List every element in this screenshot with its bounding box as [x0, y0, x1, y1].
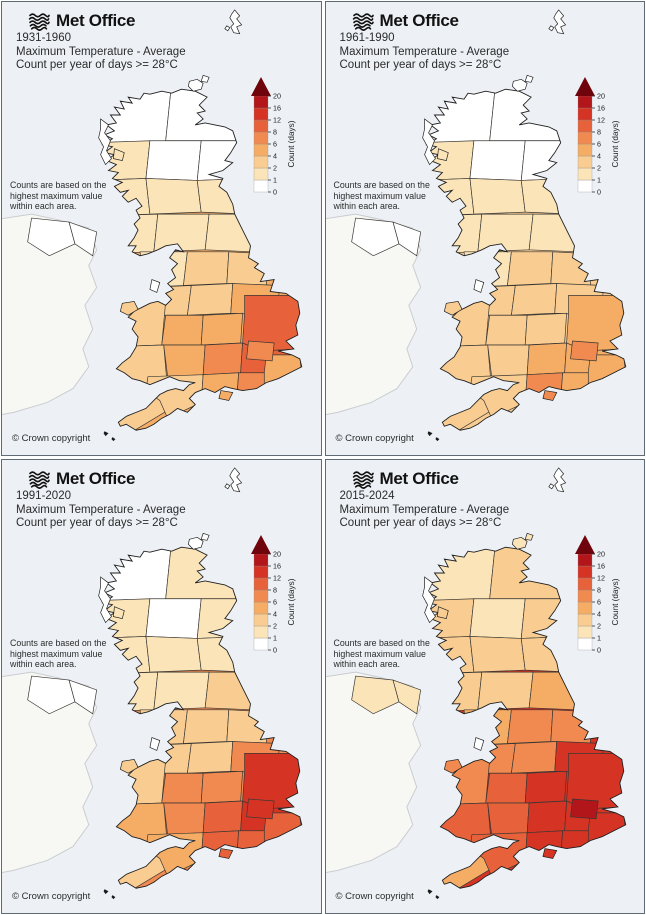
map-panel-2: Met Office 1961-1990 Maximum Temperature…: [324, 1, 645, 456]
met-office-logo-text: Met Office: [379, 11, 459, 30]
svg-text:0: 0: [273, 188, 277, 197]
svg-text:16: 16: [597, 104, 605, 113]
panel-title-block: 1961-1990 Maximum Temperature - Average …: [340, 32, 510, 73]
period-label: 1931-1960: [16, 32, 71, 44]
met-office-logo: Met Office: [352, 469, 459, 489]
title-line: Count per year of days >= 28°C: [339, 517, 502, 529]
panel-title-block: 1931-1960 Maximum Temperature - Average …: [16, 32, 186, 73]
map-panel-4: Met Office 2015-2024 Maximum Temperature…: [324, 459, 645, 914]
met-office-logo-text: Met Office: [379, 469, 459, 488]
uk-choropleth-map: [325, 9, 626, 442]
svg-text:8: 8: [597, 128, 601, 137]
copyright-label: © Crown copyright: [12, 891, 91, 902]
met-office-waves-icon: [352, 12, 374, 31]
svg-text:8: 8: [597, 586, 601, 595]
svg-text:1: 1: [273, 176, 277, 185]
svg-text:16: 16: [273, 104, 281, 113]
met-office-logo-text: Met Office: [56, 11, 136, 30]
method-note: Counts are based on the highest maximum …: [10, 638, 107, 669]
copyright-label: © Crown copyright: [335, 891, 414, 902]
svg-text:6: 6: [597, 140, 601, 149]
met-office-waves-icon: [28, 470, 50, 489]
svg-text:0: 0: [273, 646, 277, 655]
svg-text:16: 16: [597, 562, 605, 571]
svg-text:4: 4: [273, 152, 277, 161]
panel-title-block: 1991-2020 Maximum Temperature - Average …: [16, 490, 186, 531]
svg-text:Count (days): Count (days): [287, 578, 296, 625]
svg-text:12: 12: [597, 574, 605, 583]
title-line: Maximum Temperature - Average: [339, 45, 510, 58]
map-panel-1: Met Office 1931-1960 Maximum Temperature…: [1, 1, 322, 456]
method-note: Counts are based on the highest maximum …: [333, 638, 430, 669]
met-office-waves-icon: [352, 470, 374, 489]
uk-choropleth-map: [2, 9, 303, 442]
svg-text:0: 0: [597, 646, 601, 655]
copyright-label: © Crown copyright: [12, 433, 91, 444]
met-office-logo: Met Office: [28, 469, 135, 489]
svg-text:6: 6: [273, 140, 277, 149]
title-line: Count per year of days >= 28°C: [339, 59, 502, 71]
svg-text:6: 6: [273, 598, 277, 607]
period-label: 1991-2020: [16, 490, 71, 502]
svg-text:8: 8: [273, 128, 277, 137]
svg-text:0: 0: [597, 188, 601, 197]
panel-title-block: 2015-2024 Maximum Temperature - Average …: [340, 490, 510, 531]
svg-text:4: 4: [597, 610, 601, 619]
svg-text:6: 6: [597, 598, 601, 607]
svg-text:2: 2: [273, 622, 277, 631]
svg-text:12: 12: [273, 574, 281, 583]
uk-choropleth-map: [2, 467, 303, 900]
method-note: Counts are based on the highest maximum …: [10, 180, 107, 211]
svg-text:4: 4: [597, 152, 601, 161]
met-office-logo: Met Office: [352, 11, 459, 31]
svg-text:20: 20: [273, 550, 281, 559]
svg-text:2: 2: [597, 622, 601, 631]
met-office-logo-text: Met Office: [56, 469, 136, 488]
svg-text:20: 20: [273, 92, 281, 101]
svg-text:12: 12: [597, 116, 605, 125]
svg-text:20: 20: [597, 92, 605, 101]
title-line: Maximum Temperature - Average: [339, 503, 510, 516]
met-office-logo: Met Office: [28, 11, 135, 31]
method-note: Counts are based on the highest maximum …: [333, 180, 430, 211]
svg-text:2: 2: [273, 164, 277, 173]
copyright-label: © Crown copyright: [335, 433, 414, 444]
title-line: Maximum Temperature - Average: [16, 45, 186, 58]
map-panel-3: Met Office 1991-2020 Maximum Temperature…: [1, 459, 322, 914]
svg-text:20: 20: [597, 550, 605, 559]
svg-text:1: 1: [597, 634, 601, 643]
period-label: 2015-2024: [339, 490, 395, 502]
uk-choropleth-map: [325, 467, 626, 900]
svg-text:Count (days): Count (days): [611, 120, 620, 167]
title-line: Count per year of days >= 28°C: [16, 59, 178, 71]
svg-text:Count (days): Count (days): [611, 578, 620, 625]
svg-text:8: 8: [273, 586, 277, 595]
title-line: Maximum Temperature - Average: [16, 503, 186, 516]
svg-text:12: 12: [273, 116, 281, 125]
svg-text:Count (days): Count (days): [287, 120, 296, 167]
svg-text:1: 1: [597, 176, 601, 185]
svg-text:2: 2: [597, 164, 601, 173]
svg-text:4: 4: [273, 610, 277, 619]
svg-text:16: 16: [273, 562, 281, 571]
met-office-waves-icon: [28, 12, 50, 31]
title-line: Count per year of days >= 28°C: [16, 517, 178, 529]
period-label: 1961-1990: [339, 32, 395, 44]
svg-text:1: 1: [273, 634, 277, 643]
